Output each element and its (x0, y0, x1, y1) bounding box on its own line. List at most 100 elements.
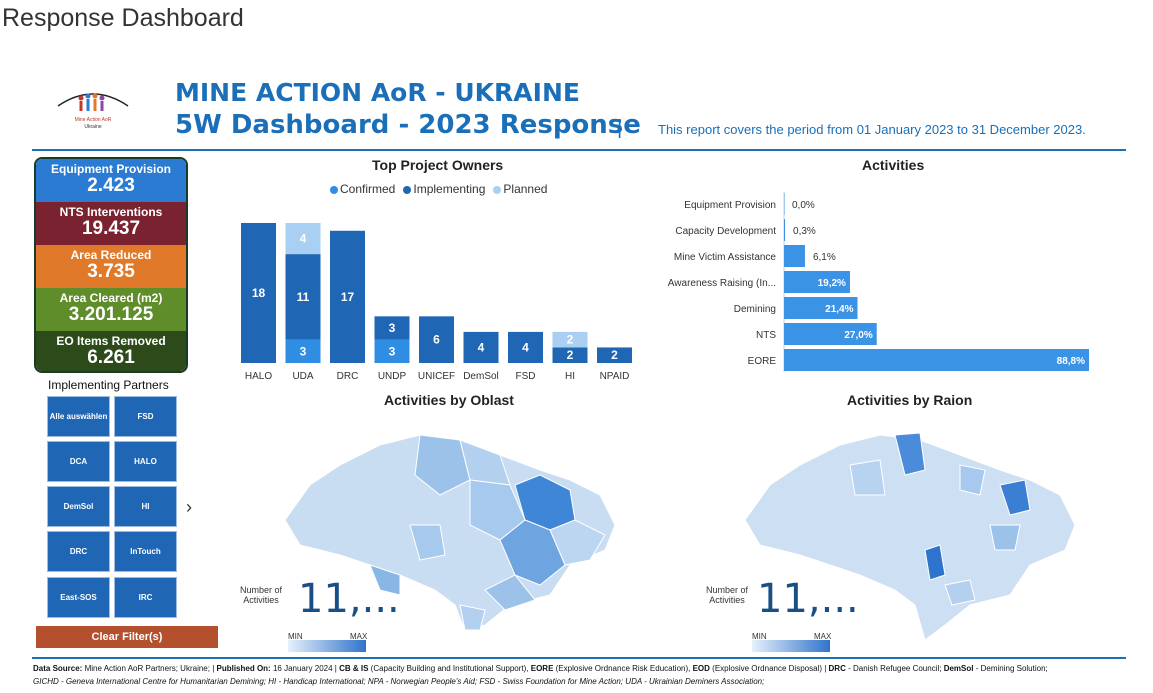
bar-value-label: 18 (252, 286, 266, 300)
bar-segment (374, 316, 410, 340)
kpi-area-reduced: Area Reduced 3.735 (36, 245, 186, 288)
kpi-equipment-provision: Equipment Provision 2.423 (36, 159, 186, 202)
chevron-right-icon[interactable]: › (186, 497, 192, 517)
activity-bar (784, 245, 805, 267)
chart-legend: Confirmed Implementing Planned (330, 182, 547, 196)
footer-line-2: GICHD - Geneva International Centre for … (33, 677, 765, 686)
bar-segment (552, 347, 588, 363)
bar-segment (241, 223, 276, 363)
raion-color-scale (752, 640, 830, 652)
activity-label: Awareness Raising (In... (668, 278, 776, 289)
bar-segment (419, 316, 454, 363)
bar-segment (508, 331, 543, 363)
raion-activities-value: 11,... (757, 576, 859, 622)
bar-segment (285, 254, 321, 340)
category-label: UNDP (378, 371, 407, 382)
raion-map[interactable] (730, 425, 1100, 650)
implementing-partners-title: Implementing Partners (48, 378, 169, 392)
activity-bar (784, 297, 858, 319)
partner-button-halo[interactable]: HALO (114, 441, 177, 482)
kpi-label: NTS Interventions (59, 205, 163, 219)
kpi-area-cleared: Area Cleared (m2) 3.201.125 (36, 288, 186, 331)
activity-value-label: 19,2% (818, 278, 846, 289)
kpi-value: 2.423 (87, 175, 135, 196)
raion-scale-min: MIN (752, 632, 767, 641)
clear-filters-button[interactable]: Clear Filter(s) (36, 626, 218, 648)
oblast-map[interactable] (270, 425, 630, 650)
partner-button-intouch[interactable]: InTouch (114, 531, 177, 572)
activity-value-label: 27,0% (844, 330, 872, 341)
partner-button-east-sos[interactable]: East-SOS (47, 577, 110, 618)
bar-segment (330, 230, 365, 363)
raion-scale-max: MAX (814, 632, 832, 641)
footer-term: CB & IS (339, 664, 369, 673)
bar-segment (285, 223, 321, 255)
footer-notes: Data Source: Mine Action AoR Partners; U… (33, 662, 1133, 688)
bar-value-label: 6 (433, 333, 440, 347)
partner-button-demsol[interactable]: DemSol (47, 486, 110, 527)
category-label: FSD (516, 371, 536, 382)
mine-action-logo: Mine Action AoR Ukraine (48, 84, 138, 136)
activity-value-label: 21,4% (825, 304, 853, 315)
kpi-panel: Equipment Provision 2.423 NTS Interventi… (34, 157, 188, 373)
footer-text: Mine Action AoR Partners; Ukraine; | (82, 664, 217, 673)
kpi-eo-items-removed: EO Items Removed 6.261 (36, 331, 186, 371)
partner-button-irc[interactable]: IRC (114, 577, 177, 618)
partner-button-drc[interactable]: DRC (47, 531, 110, 572)
category-label: HI (565, 371, 575, 382)
legend-item-confirmed: Confirmed (330, 182, 395, 196)
activity-label: EORE (748, 356, 777, 367)
category-label: UDA (292, 371, 313, 382)
bar-segment (374, 339, 410, 363)
activity-bar (784, 271, 850, 293)
oblast-activities-value: 11,... (298, 576, 400, 622)
divider (32, 657, 1126, 659)
activity-bar (784, 219, 786, 241)
bar-value-label: 2 (611, 348, 618, 362)
report-period: This report covers the period from 01 Ja… (658, 122, 1086, 137)
bar-value-label: 3 (389, 321, 396, 335)
logo-subtext: Ukraine (84, 124, 102, 130)
activity-label: Capacity Development (675, 226, 776, 237)
bar-segment (597, 347, 632, 363)
activities-by-raion-title: Activities by Raion (847, 392, 973, 408)
activity-label: Mine Victim Assistance (674, 252, 777, 263)
divider (32, 149, 1126, 151)
number-of-activities-label: Number of Activities (239, 585, 283, 605)
category-label: UNICEF (418, 371, 455, 382)
bar-value-label: 2 (567, 333, 574, 347)
oblast-scale-max: MAX (350, 632, 368, 641)
partner-button-fsd[interactable]: FSD (114, 396, 177, 437)
legend-dot-icon (403, 185, 412, 194)
footer-term: Data Source: (33, 664, 83, 673)
number-of-activities-label: Number of Activities (705, 585, 749, 605)
kpi-value: 3.201.125 (68, 304, 154, 325)
activity-value-label: 0,0% (792, 200, 815, 211)
partner-button-select-all[interactable]: Alle auswählen (47, 396, 110, 437)
dashboard-subtitle: 5W Dashboard - 2023 Response (175, 110, 641, 140)
footer-text: (Explosive Ordnance Risk Education), (553, 664, 693, 673)
partner-button-hi[interactable]: HI (114, 486, 177, 527)
footer-text: (Capacity Building and Institutional Sup… (368, 664, 531, 673)
activity-bar (784, 323, 877, 345)
footer-text: - Demining Solution; (973, 664, 1048, 673)
page-title: Response Dashboard (2, 4, 244, 32)
footer-term: EORE (530, 664, 554, 673)
kpi-nts-interventions: NTS Interventions 19.437 (36, 202, 186, 245)
top-project-owners-chart: 18 HALO 3 11 4 UDA 17 DRC 3 3 UNDP 6 UNICEF 4 DemSol 4 F… (241, 223, 632, 382)
legend-dot-icon (330, 185, 338, 194)
footer-term: Published On: (216, 664, 271, 673)
kpi-label: Equipment Provision (50, 162, 171, 176)
category-label: HALO (245, 371, 272, 382)
bar-segment (285, 339, 321, 363)
activities-by-oblast-title: Activities by Oblast (384, 392, 514, 408)
legend-item-implementing: Implementing (403, 182, 485, 196)
bar-value-label: 17 (341, 290, 355, 304)
kpi-value: 19.437 (81, 218, 141, 239)
legend-dot-icon (493, 185, 502, 194)
bar-value-label: 4 (478, 340, 485, 354)
bar-segment (463, 331, 499, 363)
activity-value-label: 0,3% (793, 226, 816, 237)
oblast-scale-min: MIN (288, 632, 303, 641)
partner-button-dca[interactable]: DCA (47, 441, 110, 482)
